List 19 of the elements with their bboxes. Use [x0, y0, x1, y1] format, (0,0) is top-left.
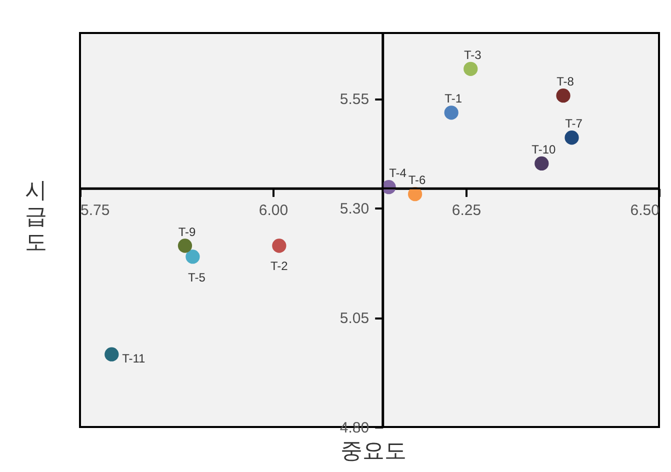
series-label: T-11	[122, 351, 146, 366]
series-label: T-4	[389, 166, 407, 180]
x-axis-title: 중요도	[340, 438, 406, 463]
series-label: T-6	[408, 173, 426, 188]
series-label: T-8	[556, 74, 574, 89]
y-tick-label: 5.55	[340, 91, 370, 108]
x-tick-label: 6.00	[258, 202, 288, 219]
series-label: T-7	[565, 116, 583, 131]
y-axis-title: 시급도	[25, 178, 47, 255]
series-label: T-1	[444, 92, 462, 106]
y-tick-label: 5.05	[340, 310, 370, 328]
x-tick-label: 5.75	[80, 202, 110, 219]
series-label: T-10	[532, 142, 556, 156]
x-tick-label: 6.25	[452, 202, 482, 219]
y-tick-label: 5.30	[340, 200, 370, 218]
series-label: T-5	[188, 270, 206, 285]
series-label: T-2	[270, 258, 288, 273]
series-label: T-3	[464, 48, 482, 62]
series-label: T-9	[178, 224, 196, 239]
